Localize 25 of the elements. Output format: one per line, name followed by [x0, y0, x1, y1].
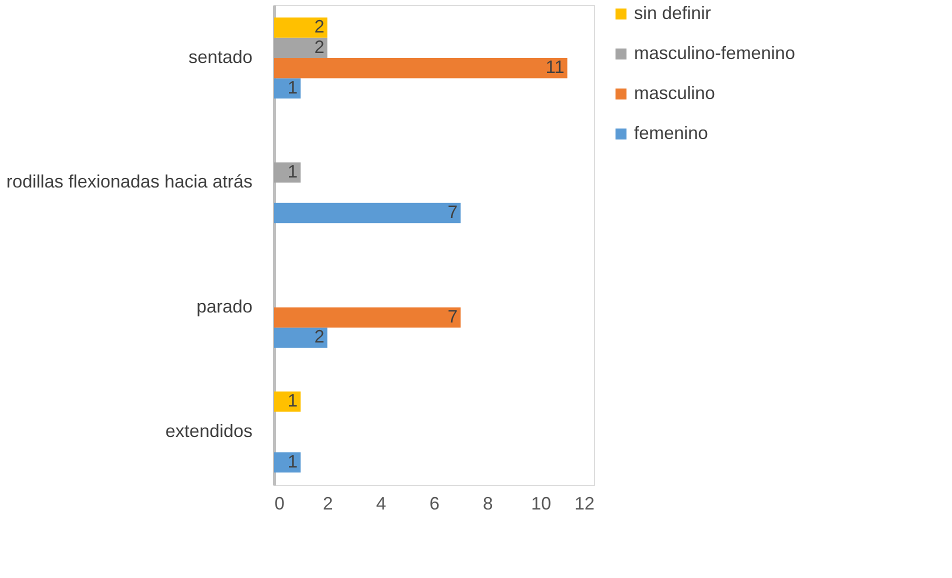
data-label: 1: [288, 451, 298, 472]
data-label: 1: [288, 390, 298, 411]
data-label: 1: [288, 77, 298, 98]
x-tick-label: 8: [482, 494, 493, 514]
legend-label: masculino: [634, 83, 716, 103]
data-label: 1: [288, 162, 298, 182]
data-label: 11: [546, 57, 564, 78]
legend-label: sin definir: [634, 3, 712, 23]
data-label: 2: [314, 326, 324, 347]
x-tick-label: 6: [429, 494, 440, 514]
data-label: 2: [314, 36, 324, 57]
x-tick-label: 4: [376, 494, 386, 514]
data-label: 7: [448, 202, 458, 222]
x-tick-label: 12: [574, 494, 594, 514]
x-tick-label: 0: [274, 494, 285, 514]
x-tick-label: 10: [531, 494, 552, 514]
x-tick-label: 2: [322, 494, 333, 514]
y-tick-label: extendidos: [165, 421, 252, 442]
y-tick-label: sentado: [188, 46, 252, 67]
y-tick-label: parado: [196, 296, 252, 316]
legend-label: femenino: [634, 123, 708, 143]
legend-label: masculino-femenino: [634, 43, 796, 63]
data-label: 7: [448, 306, 458, 326]
data-label: 2: [314, 16, 324, 37]
y-tick-label: rodillas flexionadas hacia atrás: [6, 172, 252, 192]
